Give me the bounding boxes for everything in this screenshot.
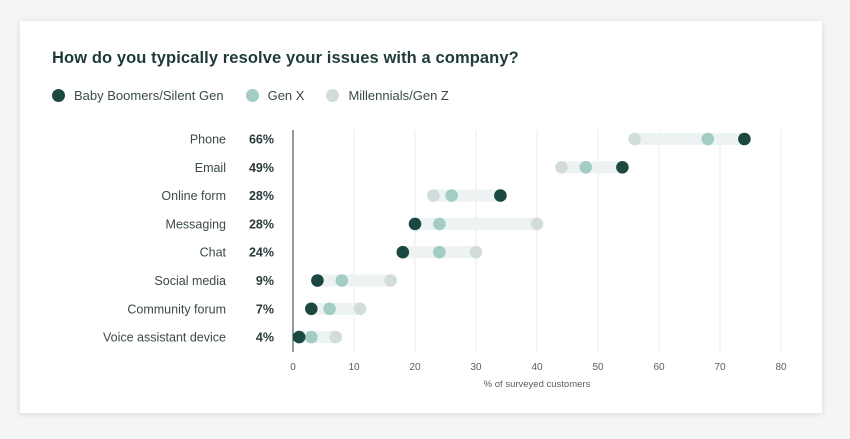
x-axis-title: % of surveyed customers (484, 379, 591, 390)
x-tick-label: 10 (348, 362, 360, 373)
data-point-gen-x (305, 330, 318, 344)
data-point-baby-boomers-silent-gen (305, 302, 318, 316)
data-point-baby-boomers-silent-gen (396, 245, 410, 259)
x-tick-label: 0 (290, 362, 296, 373)
category-label: Online form (161, 189, 226, 203)
legend-label: Gen X (267, 88, 305, 103)
total-percent-label: 7% (256, 302, 274, 316)
category-label: Community forum (127, 302, 226, 316)
data-point-millennials-gen-z (469, 245, 483, 259)
category-label: Social media (154, 274, 226, 288)
data-point-gen-x (579, 161, 593, 174)
data-point-gen-x (433, 217, 446, 231)
total-percent-label: 66% (249, 133, 274, 147)
data-point-gen-x (701, 132, 715, 146)
x-tick-label: 80 (775, 362, 787, 373)
data-point-gen-x (335, 274, 349, 287)
legend-dot-icon (326, 89, 340, 102)
category-label: Chat (200, 246, 227, 260)
data-point-millennials-gen-z (628, 132, 641, 146)
x-tick-label: 20 (409, 362, 421, 373)
data-point-gen-x (445, 189, 458, 202)
data-point-millennials-gen-z (329, 330, 343, 344)
x-tick-label: 70 (714, 362, 726, 373)
legend-item-genx: Gen X (245, 88, 305, 103)
range-band (634, 133, 745, 145)
x-tick-label: 60 (653, 362, 665, 373)
total-percent-label: 49% (249, 161, 274, 175)
x-tick-label: 30 (470, 362, 482, 373)
data-point-millennials-gen-z (353, 302, 367, 316)
data-point-millennials-gen-z (384, 274, 397, 287)
legend: Baby Boomers/Silent Gen Gen X Millennial… (52, 88, 471, 103)
x-tick-label: 50 (592, 362, 604, 373)
total-percent-label: 9% (256, 274, 274, 288)
data-point-millennials-gen-z (530, 217, 544, 231)
legend-item-millennials: Millennials/Gen Z (326, 88, 449, 103)
total-percent-label: 4% (256, 331, 274, 345)
legend-label: Baby Boomers/Silent Gen (74, 88, 224, 103)
category-label: Voice assistant device (103, 331, 226, 345)
data-point-millennials-gen-z (427, 189, 440, 202)
range-band (433, 189, 501, 202)
category-label: Phone (190, 133, 226, 147)
data-point-baby-boomers-silent-gen (494, 189, 507, 202)
data-point-millennials-gen-z (555, 161, 568, 174)
data-point-baby-boomers-silent-gen (408, 217, 422, 231)
total-percent-label: 28% (249, 189, 274, 203)
data-point-baby-boomers-silent-gen (292, 330, 306, 344)
legend-dot-icon (52, 89, 65, 102)
total-percent-label: 24% (249, 246, 274, 260)
legend-dot-icon (245, 89, 259, 102)
legend-label: Millennials/Gen Z (348, 88, 449, 103)
category-label: Messaging (166, 217, 226, 231)
chart-card: How do you typically resolve your issues… (20, 21, 822, 413)
category-label: Email (195, 161, 226, 175)
data-point-gen-x (323, 302, 336, 316)
total-percent-label: 28% (249, 217, 274, 231)
data-point-gen-x (433, 245, 446, 259)
range-band (317, 274, 391, 287)
data-point-baby-boomers-silent-gen (738, 132, 751, 146)
range-band (415, 217, 537, 230)
chart-title: How do you typically resolve your issues… (52, 49, 519, 67)
data-point-baby-boomers-silent-gen (616, 161, 629, 174)
data-point-baby-boomers-silent-gen (311, 274, 324, 287)
x-tick-label: 40 (531, 362, 543, 373)
legend-item-boomers: Baby Boomers/Silent Gen (52, 88, 224, 103)
